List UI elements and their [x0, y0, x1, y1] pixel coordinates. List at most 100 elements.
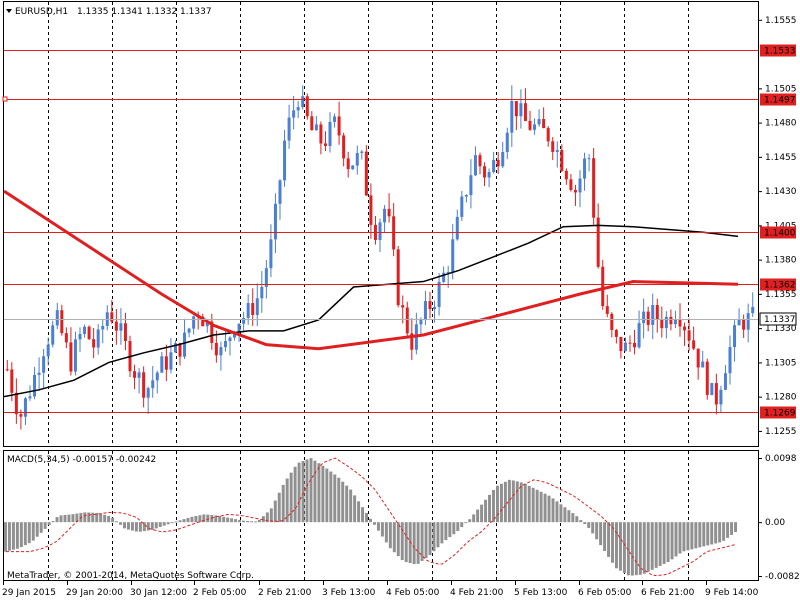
candle-body	[296, 107, 300, 111]
macd-bar	[646, 522, 650, 572]
candle-body	[469, 175, 473, 196]
macd-bar	[15, 522, 19, 549]
candle-body	[28, 396, 32, 399]
candle-body	[101, 325, 105, 330]
macd-bar	[622, 522, 626, 573]
macd-bar	[285, 478, 289, 523]
candle-body	[164, 356, 168, 370]
macd-bar	[226, 517, 230, 523]
macd-bar	[499, 483, 503, 523]
macd-bar	[27, 522, 31, 544]
candle-body	[73, 339, 77, 372]
candle-body	[319, 124, 323, 144]
candle-body	[246, 303, 250, 318]
macd-bar	[464, 522, 468, 524]
candle-body	[533, 124, 537, 130]
price-label: 1.1280	[765, 393, 797, 403]
candle-body	[214, 342, 218, 356]
macd-bar	[162, 522, 166, 526]
macd-bar	[452, 522, 456, 535]
candle-body	[360, 151, 364, 153]
time-label: 4 Feb 05:00	[386, 588, 440, 598]
level-label: 1.1269	[764, 409, 796, 419]
macd-bar	[734, 522, 737, 532]
candle-body	[696, 348, 700, 368]
macd-bar	[369, 518, 372, 523]
price-label: 1.1480	[765, 119, 797, 129]
candle-body	[446, 272, 450, 274]
time-label: 5 Feb 13:00	[514, 588, 568, 598]
candle-body	[114, 321, 118, 331]
macd-bar	[87, 512, 91, 523]
macd-bar	[341, 481, 345, 523]
macd-bar	[686, 522, 690, 551]
candle-body	[583, 158, 587, 179]
macd-bar	[194, 516, 198, 523]
candle-body	[369, 195, 373, 225]
time-grid	[48, 2, 689, 580]
macd-bar	[273, 500, 277, 523]
macd-bar	[35, 522, 39, 537]
candle-body	[10, 369, 14, 393]
macd-bar	[365, 513, 369, 523]
macd-bar	[257, 519, 261, 523]
macd-bar	[333, 474, 337, 523]
candle-body	[437, 281, 441, 307]
candle-body	[33, 374, 37, 397]
macd-bar	[123, 522, 126, 529]
candle-body	[223, 341, 227, 348]
macd-bar	[436, 522, 440, 548]
candle-body	[64, 333, 68, 343]
macd-bar	[384, 522, 388, 543]
candle-body	[233, 332, 237, 338]
macd-bar	[634, 522, 638, 576]
macd-bar	[432, 522, 436, 552]
ma-fast-line	[3, 224, 739, 398]
candle-body	[560, 150, 564, 171]
macd-bar	[563, 507, 567, 523]
macd-bar	[392, 522, 396, 553]
candles	[5, 85, 755, 430]
macd-bar	[59, 515, 63, 523]
symbol-dropdown-icon[interactable]	[6, 9, 12, 13]
candle-body	[492, 159, 496, 173]
candle-body	[433, 306, 437, 310]
macd-bar	[380, 522, 384, 537]
macd-bar	[456, 522, 460, 531]
macd-bar	[103, 514, 107, 523]
macd-bar	[246, 521, 249, 523]
candle-body	[483, 166, 487, 178]
candle-body	[287, 117, 291, 141]
macd-bar	[603, 522, 607, 552]
horizontal-levels[interactable]	[2, 50, 758, 413]
macd-bar	[658, 522, 662, 566]
macd-bar	[543, 493, 547, 523]
level-label: 1.1497	[764, 96, 796, 106]
macd-bar	[174, 521, 178, 523]
candle-body	[14, 392, 18, 415]
candle-body	[396, 249, 400, 306]
candle-body	[623, 342, 627, 352]
candle-body	[251, 303, 255, 316]
candle-body	[646, 311, 650, 325]
candle-body	[210, 321, 214, 343]
candle-body	[687, 330, 691, 341]
macd-bar	[559, 504, 563, 523]
macd-bar	[222, 516, 226, 523]
price-label: 1.1255	[765, 427, 797, 437]
macd-bar	[702, 522, 706, 547]
time-label: 9 Feb 14:00	[705, 588, 759, 598]
macd-bar	[297, 462, 301, 523]
candle-body	[710, 383, 714, 395]
candle-body	[478, 155, 482, 167]
time-label: 2 Feb 21:00	[258, 588, 312, 598]
candle-body	[564, 170, 568, 180]
price-label: 1.1330	[765, 324, 797, 334]
candle-body	[242, 317, 246, 324]
candle-body	[751, 307, 755, 314]
macd-bar	[492, 489, 495, 523]
macd-bar	[535, 489, 539, 523]
level-handle	[2, 96, 8, 102]
macd-bar	[575, 516, 579, 523]
